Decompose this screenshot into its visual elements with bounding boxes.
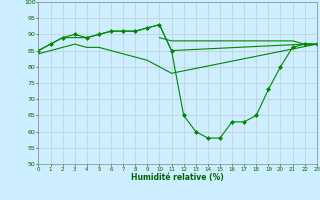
X-axis label: Humidité relative (%): Humidité relative (%) <box>131 173 224 182</box>
